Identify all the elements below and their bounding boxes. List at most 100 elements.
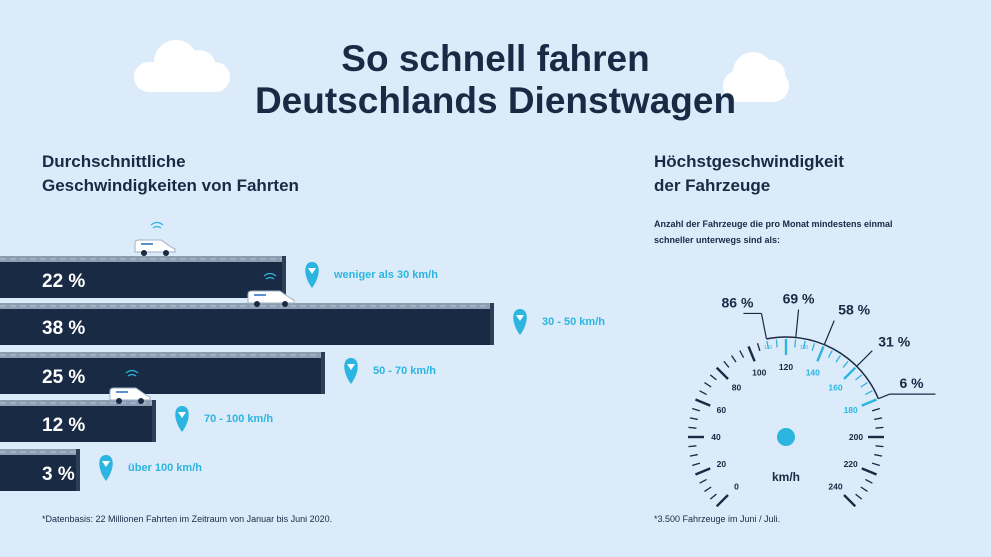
gauge-tick — [860, 486, 868, 492]
gauge-tick — [875, 445, 884, 448]
gauge-minor-label: 130 — [800, 345, 809, 351]
cloud-decoration-right — [723, 52, 789, 102]
gauge-tick — [811, 343, 816, 352]
page-title-line1: So schnell fahren — [341, 38, 650, 79]
gauge-tick — [871, 407, 880, 412]
gauge-tick — [709, 374, 717, 381]
gauge-tick — [861, 398, 877, 407]
gauge-tick — [875, 426, 884, 429]
threshold-marker — [823, 320, 835, 345]
gauge-tick — [794, 339, 797, 348]
gauge-tick — [709, 493, 717, 500]
gauge-tick — [699, 478, 707, 484]
gauge-minor-label: 110 — [764, 345, 772, 351]
gauge-tick — [739, 350, 745, 358]
gauge-tick — [704, 382, 712, 388]
gauge-tick-label: 240 — [828, 481, 842, 491]
gauge-tick — [843, 494, 857, 508]
location-pin-icon — [344, 358, 358, 384]
gauge-tick — [835, 355, 841, 363]
van-icon — [109, 369, 151, 404]
gauge-tick — [816, 346, 825, 362]
bar-category-label: 70 - 100 km/h — [204, 413, 273, 425]
bar-category-label: über 100 km/h — [128, 462, 202, 474]
gauge-tick — [865, 390, 873, 396]
gauge-tick — [871, 462, 880, 467]
bar-value-label: 12 % — [42, 415, 85, 436]
bar-value-label: 3 % — [42, 464, 75, 485]
gauge-tick — [715, 494, 729, 508]
location-pin-icon — [513, 309, 527, 335]
gauge-tick — [874, 453, 883, 457]
threshold-arc — [766, 336, 880, 400]
road-surface — [0, 400, 156, 406]
gauge-tick — [766, 340, 770, 349]
bar-edge — [282, 256, 286, 298]
gauge-tick — [688, 426, 697, 429]
bar-edge — [321, 352, 325, 394]
gauge-tick-label: 200 — [849, 432, 863, 442]
threshold-percent-label: 69 % — [783, 291, 815, 307]
gauge-tick-label: 80 — [732, 383, 742, 393]
speed-bar — [0, 262, 286, 298]
threshold-marker — [795, 309, 800, 338]
gauge-tick — [861, 467, 877, 476]
bar-category-label: weniger als 30 km/h — [333, 269, 438, 281]
gauge-tick — [704, 486, 712, 492]
location-pin-icon — [305, 262, 319, 288]
bar-edge — [76, 449, 80, 491]
gauge-tick — [827, 350, 833, 358]
gauge-tick-label: 60 — [717, 405, 727, 415]
bar-category-label: 30 - 50 km/h — [542, 316, 605, 328]
speed-bar — [0, 358, 325, 394]
bar-edge — [490, 303, 494, 345]
threshold-marker — [760, 313, 768, 340]
gauge-tick — [802, 340, 806, 349]
gauge-tick — [855, 374, 863, 381]
gauge-section-heading-line2: der Fahrzeuge — [654, 176, 771, 195]
threshold-percent-label: 31 % — [878, 334, 910, 350]
gauge-tick — [855, 493, 863, 500]
gauge-tick-label: 160 — [828, 383, 842, 393]
speed-bar — [0, 455, 80, 491]
location-pin-icon — [99, 455, 113, 481]
threshold-percent-label: 6 % — [899, 375, 924, 391]
gauge-tick — [692, 407, 701, 412]
road-surface — [0, 303, 494, 309]
gauge-tick — [775, 339, 778, 348]
gauge-tick — [843, 366, 857, 380]
gauge-tick-label: 140 — [806, 367, 820, 377]
gauge-tick-label: 40 — [711, 432, 721, 442]
bar-value-label: 25 % — [42, 367, 85, 388]
threshold-marker — [878, 393, 890, 400]
gauge-tick — [865, 478, 873, 484]
bar-value-label: 38 % — [42, 318, 85, 339]
van-icon — [134, 221, 176, 256]
gauge-needle-hub — [777, 428, 795, 446]
gauge-tick-label: 120 — [779, 362, 793, 372]
location-pin-icon — [175, 406, 189, 432]
bar-value-label: 22 % — [42, 271, 85, 292]
gauge-tick — [747, 346, 756, 362]
page-title-line2: Deutschlands Dienstwagen — [254, 80, 737, 121]
gauge-tick — [695, 467, 711, 476]
gauge-note-line2: schneller unterwegs sind als: — [654, 235, 781, 245]
gauge-tick-label: 20 — [717, 459, 727, 469]
threshold-percent-label: 86 % — [721, 294, 753, 310]
gauge-tick — [715, 366, 729, 380]
threshold-percent-label: 58 % — [838, 302, 870, 318]
gauge-note-line1: Anzahl der Fahrzeuge die pro Monat minde… — [654, 219, 893, 229]
gauge-tick — [731, 355, 737, 363]
bar-category-label: 50 - 70 km/h — [373, 365, 436, 377]
bar-section-heading-line1: Durchschnittliche — [42, 152, 186, 171]
gauge-tick — [756, 343, 761, 352]
gauge-tick-label: 220 — [844, 459, 858, 469]
speed-bar — [0, 309, 494, 345]
gauge-tick — [860, 382, 868, 388]
bar-chart-footnote: *Datenbasis: 22 Millionen Fahrten im Zei… — [42, 514, 333, 524]
gauge-tick — [688, 445, 697, 448]
bar-section-heading-line2: Geschwindigkeiten von Fahrten — [42, 176, 299, 195]
gauge-tick — [842, 360, 849, 368]
